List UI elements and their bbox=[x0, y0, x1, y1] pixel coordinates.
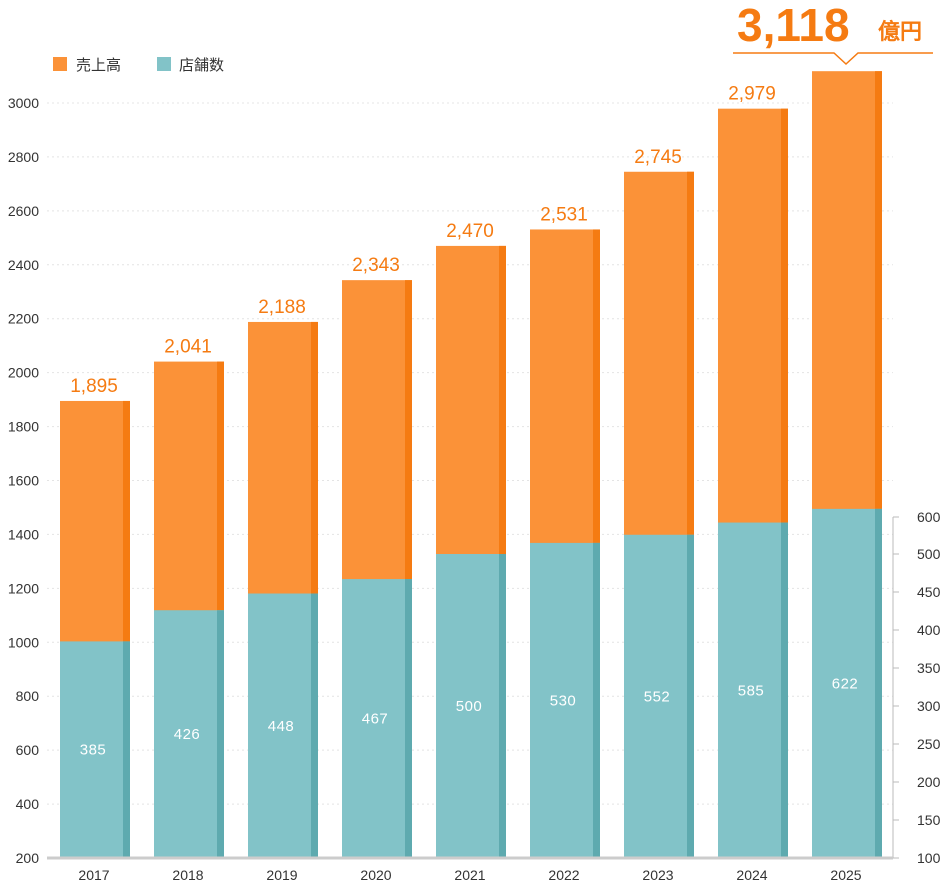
left-axis: 200 400 600 800 1000 1200 1400 1600 1800 2000 2200… bbox=[8, 95, 39, 866]
right-tick-label: 500 bbox=[917, 546, 941, 562]
legend-swatch-sales bbox=[53, 57, 67, 71]
sales-value-label: 2,979 bbox=[728, 84, 776, 105]
left-tick-label: 2400 bbox=[8, 257, 39, 273]
x-tick-label: 2017 bbox=[78, 867, 109, 882]
store-bar bbox=[530, 542, 600, 858]
store-bar-edge bbox=[123, 641, 130, 858]
left-tick-label: 200 bbox=[16, 850, 40, 866]
store-bar-edge bbox=[687, 534, 694, 858]
sales-bar-edge bbox=[875, 71, 882, 859]
store-value-label: 385 bbox=[80, 742, 107, 759]
store-value-label: 530 bbox=[550, 692, 577, 709]
legend: 売上高 店舗数 bbox=[53, 57, 224, 74]
x-tick-label: 2018 bbox=[172, 867, 203, 882]
bars: 1,895 385 2,041 426 2,188 448 2,343 467 2,470 500… bbox=[60, 71, 882, 859]
legend-label-stores: 店舗数 bbox=[179, 57, 224, 74]
store-value-label: 552 bbox=[644, 688, 671, 705]
sales-bar-edge bbox=[311, 321, 318, 858]
left-tick-label: 2200 bbox=[8, 311, 39, 327]
store-value-label: 467 bbox=[362, 711, 389, 728]
left-tick-label: 400 bbox=[16, 796, 40, 812]
store-value-label: 622 bbox=[832, 675, 859, 692]
sales-bar-edge bbox=[123, 400, 130, 858]
store-bar bbox=[718, 522, 788, 858]
left-tick-label: 3000 bbox=[8, 95, 39, 111]
store-bar-edge bbox=[405, 579, 412, 858]
legend-label-sales: 売上高 bbox=[76, 57, 121, 74]
left-tick-label: 1600 bbox=[8, 473, 39, 489]
sales-bar-edge bbox=[217, 361, 224, 858]
sales-bar-edge bbox=[781, 108, 788, 859]
sales-value-label: 2,745 bbox=[634, 147, 682, 168]
sales-bar-edge bbox=[687, 171, 694, 859]
left-tick-label: 2800 bbox=[8, 149, 39, 165]
left-tick-label: 2600 bbox=[8, 203, 39, 219]
store-bar-edge bbox=[499, 554, 506, 858]
right-tick-label: 400 bbox=[917, 622, 941, 638]
x-tick-label: 2019 bbox=[266, 867, 297, 882]
right-tick-label: 200 bbox=[917, 774, 941, 790]
right-tick-label: 350 bbox=[917, 660, 941, 676]
x-tick-label: 2021 bbox=[454, 867, 485, 882]
store-bar bbox=[154, 610, 224, 858]
left-tick-label: 600 bbox=[16, 742, 40, 758]
store-bar-edge bbox=[781, 522, 788, 858]
left-tick-label: 1000 bbox=[8, 634, 39, 650]
right-tick-label: 100 bbox=[917, 850, 941, 866]
store-bar bbox=[436, 554, 506, 858]
sales-value-label: 2,470 bbox=[446, 221, 494, 242]
x-tick-label: 2025 bbox=[830, 867, 861, 882]
highlight-unit: 億円 bbox=[878, 19, 922, 44]
store-bar bbox=[342, 579, 412, 858]
right-tick-label: 300 bbox=[917, 698, 941, 714]
x-axis: 2017 2018 2019 2020 2021 2022 2023 2024 2025 bbox=[78, 867, 861, 882]
x-tick-label: 2023 bbox=[642, 867, 673, 882]
sales-value-label: 2,343 bbox=[352, 255, 400, 276]
sales-value-label: 1,895 bbox=[70, 376, 118, 397]
store-bar-edge bbox=[875, 508, 882, 858]
left-tick-label: 1800 bbox=[8, 419, 39, 435]
store-bar bbox=[60, 641, 130, 858]
highlight-pointer bbox=[733, 52, 933, 66]
right-tick-label: 250 bbox=[917, 736, 941, 752]
store-value-label: 500 bbox=[456, 698, 483, 715]
store-bar bbox=[624, 534, 694, 858]
store-bar bbox=[248, 593, 318, 858]
store-bar-edge bbox=[593, 542, 600, 858]
left-tick-label: 2000 bbox=[8, 365, 39, 381]
sales-value-label: 2,531 bbox=[540, 204, 588, 225]
store-value-label: 448 bbox=[268, 718, 295, 735]
right-tick-label: 450 bbox=[917, 584, 941, 600]
store-bar bbox=[812, 508, 882, 858]
sales-value-label: 2,188 bbox=[258, 297, 306, 318]
right-tick-label: 150 bbox=[917, 812, 941, 828]
left-tick-label: 1200 bbox=[8, 580, 39, 596]
highlight-value: 3,118 bbox=[737, 0, 850, 51]
sales-bar-edge bbox=[499, 245, 506, 859]
store-bar-edge bbox=[311, 593, 318, 858]
legend-swatch-stores bbox=[157, 57, 171, 71]
x-tick-label: 2020 bbox=[360, 867, 391, 882]
right-axis: 100 150 200 250 300 350 400 450 500 600 bbox=[892, 509, 941, 866]
store-value-label: 426 bbox=[174, 726, 201, 743]
sales-bar-edge bbox=[405, 280, 412, 858]
left-tick-label: 1400 bbox=[8, 526, 39, 542]
sales-value-label: 2,041 bbox=[164, 337, 212, 358]
x-tick-label: 2022 bbox=[548, 867, 579, 882]
highlight-callout: 3,118 億円 bbox=[733, 0, 933, 66]
left-tick-label: 800 bbox=[16, 688, 40, 704]
x-tick-label: 2024 bbox=[736, 867, 767, 882]
right-tick-label: 600 bbox=[917, 509, 941, 525]
store-bar-edge bbox=[217, 610, 224, 858]
store-value-label: 585 bbox=[738, 682, 765, 699]
